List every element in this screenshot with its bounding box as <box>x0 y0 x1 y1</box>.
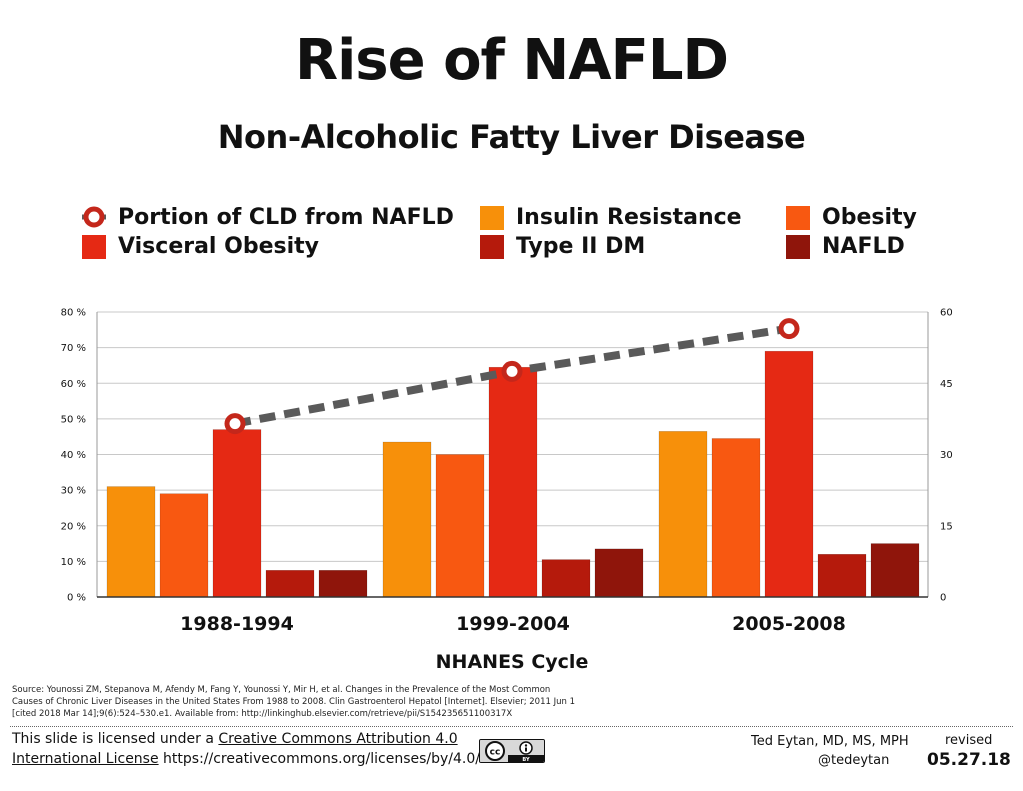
bar-visceral-obesity-2005-2008 <box>764 350 814 598</box>
y2-tick-label: 60 <box>940 308 953 319</box>
y2-tick-label: 15 <box>940 521 953 532</box>
legend-swatch-obesity <box>786 206 810 230</box>
bar-nafld-1988-1994 <box>318 570 368 598</box>
x-tick-label: 1999-2004 <box>456 613 570 635</box>
y-tick-label: 70 % <box>61 343 86 354</box>
bar-visceral-obesity-1988-1994 <box>212 429 262 598</box>
line-marker-2005-2008 <box>778 318 800 340</box>
y-tick-label: 40 % <box>61 450 86 461</box>
line-marker-1999-2004 <box>501 360 523 382</box>
bar-nafld-2005-2008 <box>870 543 920 598</box>
legend-swatch-insulin-resistance <box>480 206 504 230</box>
cc-by-icon: cc BY <box>480 740 544 762</box>
license-link-international[interactable]: International License <box>12 751 159 767</box>
cc-by-text: BY <box>522 757 530 762</box>
legend-label-type2dm: Type II DM <box>516 234 646 259</box>
y-tick-label: 80 % <box>61 308 86 319</box>
svg-text:cc: cc <box>490 748 501 758</box>
legend-label-nafld: NAFLD <box>822 234 905 259</box>
legend-swatch-nafld <box>786 235 810 259</box>
bar-insulin-resistance-2005-2008 <box>658 431 708 598</box>
source-line-3: [cited 2018 Mar 14];9(6):524–530.e1. Ava… <box>12 709 513 719</box>
chart-subtitle: Non-Alcoholic Fatty Liver Disease <box>217 118 806 156</box>
line-marker-1988-1994 <box>224 413 246 435</box>
y-tick-label: 0 % <box>67 593 86 604</box>
license-link-cc-attribution[interactable]: Creative Commons Attribution 4.0 <box>218 731 458 747</box>
bar-nafld-1999-2004 <box>594 548 644 598</box>
bar-insulin-resistance-1999-2004 <box>382 441 432 598</box>
legend-label-obesity: Obesity <box>822 205 917 230</box>
revised-date: 05.27.18 <box>927 750 1011 770</box>
x-tick-label: 2005-2008 <box>732 613 846 635</box>
legend-label-portion-cld: Portion of CLD from NAFLD <box>118 205 454 230</box>
bar-obesity-1988-1994 <box>159 493 209 598</box>
author-name: Ted Eytan, MD, MS, MPH <box>751 734 909 749</box>
x-axis-title: NHANES Cycle <box>436 651 589 673</box>
license-line-2: International License https://creativeco… <box>12 751 480 767</box>
chart-title: Rise of NAFLD <box>294 28 729 93</box>
y-tick-label: 60 % <box>61 379 86 390</box>
bar-type-ii-dm-1999-2004 <box>541 559 591 598</box>
license-line-1: This slide is licensed under a Creative … <box>12 731 458 747</box>
bar-type-ii-dm-2005-2008 <box>817 554 867 598</box>
revised-label: revised <box>945 733 993 748</box>
footer-divider <box>10 726 1013 727</box>
y2-tick-label: 0 <box>940 593 946 604</box>
y-tick-label: 50 % <box>61 414 86 425</box>
legend-swatch-type2dm <box>480 235 504 259</box>
author-handle: @tedeytan <box>818 753 890 768</box>
y2-tick-label: 30 <box>940 450 953 461</box>
x-tick-label: 1988-1994 <box>180 613 294 635</box>
bar-obesity-1999-2004 <box>435 454 485 598</box>
legend-label-visceral-obesity: Visceral Obesity <box>118 234 319 259</box>
legend-swatch-visceral-obesity <box>82 235 106 259</box>
y-tick-label: 10 % <box>61 557 86 568</box>
bar-type-ii-dm-1988-1994 <box>265 570 315 598</box>
y2-tick-label: 45 <box>940 379 953 390</box>
bar-insulin-resistance-1988-1994 <box>106 486 156 598</box>
legend-label-insulin-resistance: Insulin Resistance <box>516 205 742 230</box>
source-line-2: Causes of Chronic Liver Diseases in the … <box>12 697 575 707</box>
y-tick-label: 30 % <box>61 486 86 497</box>
bar-obesity-2005-2008 <box>711 438 761 598</box>
license-prefix: This slide is licensed under a <box>12 731 219 747</box>
source-line-1: Source: Younossi ZM, Stepanova M, Afendy… <box>12 685 551 695</box>
bar-line-chart: 0 % 10 % 20 % 30 % 40 % 50 % 60 % 70 % 80 % 0 15 30… <box>61 308 953 674</box>
legend-line-marker-icon <box>82 206 106 228</box>
y-tick-label: 20 % <box>61 521 86 532</box>
bar-visceral-obesity-1999-2004 <box>488 366 538 598</box>
license-url[interactable]: https://creativecommons.org/licenses/by/… <box>158 751 480 767</box>
cc-by-badge[interactable]: cc BY <box>479 739 545 763</box>
